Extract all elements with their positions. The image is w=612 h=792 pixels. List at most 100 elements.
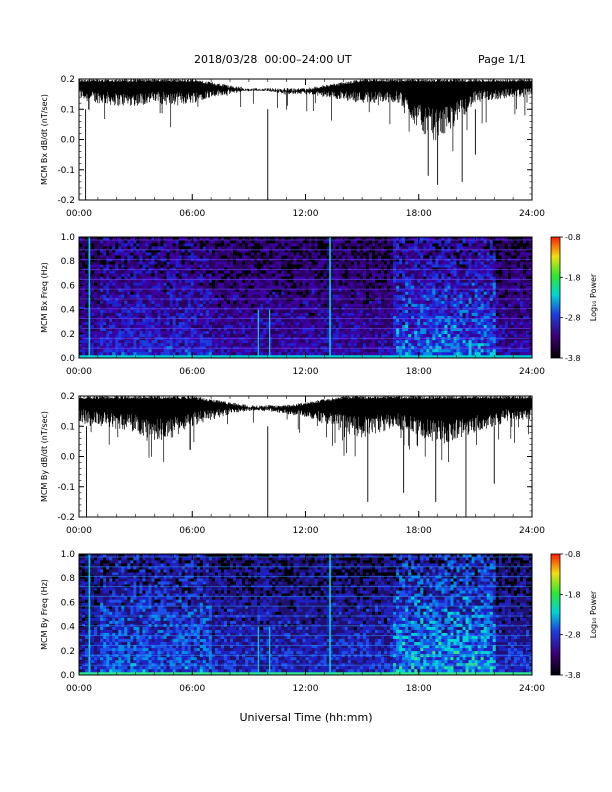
spectrogram-cell: [284, 270, 288, 274]
spectrogram-cell: [384, 342, 388, 347]
spectrogram-cell: [432, 318, 436, 322]
spectrogram-cell: [365, 315, 370, 319]
spectrogram-cell: [287, 324, 291, 329]
spectrogram-cell: [236, 294, 240, 298]
spectrogram-cell: [359, 315, 364, 319]
spectrogram-cell: [281, 351, 285, 356]
spectrogram-cell: [405, 240, 409, 244]
spectrogram-cell: [94, 282, 98, 286]
spectrogram-cell: [248, 246, 252, 250]
spectrogram-cell: [320, 318, 324, 322]
spectrogram-cell: [305, 309, 309, 313]
spectrogram-cell: [441, 303, 445, 307]
spectrogram-cell: [233, 285, 237, 289]
spectrogram-cell: [299, 279, 303, 283]
spectrogram-cell: [353, 276, 358, 280]
spectrogram-cell: [423, 276, 427, 280]
spectrogram-cell: [148, 330, 152, 335]
spectrogram-cell: [248, 273, 252, 277]
spectrogram-cell: [118, 312, 122, 316]
spectrogram-cell: [344, 321, 349, 326]
spectrogram-cell: [347, 237, 352, 241]
spectrogram-cell: [257, 246, 261, 250]
spectrogram-cell: [184, 285, 189, 289]
spectrogram-cell: [148, 300, 152, 304]
spectrogram-cell: [441, 288, 445, 292]
spectrogram-cell: [166, 291, 170, 295]
spectrogram-cell: [317, 309, 321, 313]
spectrogram-cell: [365, 255, 370, 259]
spectrogram-cell: [302, 300, 306, 304]
spectrogram-cell: [341, 339, 346, 344]
spectrogram-cell: [320, 306, 324, 310]
spectrogram-cell: [417, 282, 421, 286]
spectrogram-cell: [79, 252, 83, 256]
spectrogram-cell: [296, 306, 300, 310]
spectrogram-cell: [193, 318, 198, 322]
spectrogram-cell: [323, 255, 327, 259]
spectrogram-cell: [139, 300, 143, 304]
spectrogram-cell: [130, 342, 134, 347]
spectrogram-cell: [196, 252, 201, 256]
spectrogram-cell: [414, 243, 418, 247]
spectrogram-cell: [245, 270, 249, 274]
spectrogram-cell: [151, 315, 155, 319]
spectrogram-cell: [323, 303, 327, 307]
spectrogram-cell: [374, 327, 379, 332]
spectrogram-cell: [223, 303, 228, 307]
spectrogram-cell: [402, 291, 406, 295]
spectrogram-cell: [151, 348, 155, 353]
spectrogram-cell: [151, 333, 155, 338]
spectrogram-cell: [236, 339, 240, 344]
spectrogram-cell: [362, 243, 367, 247]
spectrogram-cell: [233, 279, 237, 283]
spectrogram-cell: [387, 240, 391, 244]
spectrogram-cell: [332, 327, 336, 332]
spectrogram-cell: [214, 327, 219, 332]
spectrogram-cell: [106, 285, 110, 289]
spectrogram-cell: [329, 300, 333, 304]
spectrogram-cell: [381, 351, 385, 356]
spectrogram-cell: [356, 309, 361, 313]
spectrogram-cell: [284, 261, 288, 265]
spectrogram-cell: [175, 246, 179, 250]
spectrogram-cell: [245, 240, 249, 244]
spectrogram-cell: [202, 321, 207, 326]
spectrogram-cell: [411, 264, 415, 268]
spectrogram-cell: [438, 264, 442, 268]
spectrogram-cell: [405, 294, 409, 298]
spectrogram-cell: [163, 315, 167, 319]
spectrogram-cell: [82, 348, 86, 353]
spectrogram-cell: [302, 345, 306, 350]
spectrogram-cell: [184, 264, 189, 268]
spectrogram-cell: [269, 303, 273, 307]
spectrogram-cell: [211, 285, 216, 289]
spectrogram-cell: [396, 276, 400, 280]
spectrogram-cell: [371, 303, 376, 307]
spectrogram-cell: [112, 351, 116, 356]
spectrogram-cell: [103, 237, 107, 241]
spectrogram-cell: [130, 318, 134, 322]
spectrogram-cell: [251, 318, 255, 322]
spectrogram-cell: [411, 345, 415, 350]
spectrogram-cell: [97, 264, 101, 268]
spectrogram-cell: [368, 285, 373, 289]
spectrogram-cell: [323, 351, 327, 356]
spectrogram-cell: [112, 294, 116, 298]
spectrogram-cell: [124, 240, 128, 244]
spectrogram-cell: [230, 276, 234, 280]
spectrogram-cell: [263, 345, 267, 350]
spectrogram-cell: [100, 252, 104, 256]
spectrogram-cell: [438, 309, 442, 313]
spectrogram-cell: [347, 252, 352, 256]
spectrogram-cell: [233, 249, 237, 253]
spectrogram-cell: [251, 261, 255, 265]
spectrogram-cell: [278, 330, 282, 335]
spectrogram-cell: [390, 348, 394, 353]
spectrogram-cell: [139, 321, 143, 326]
spectrogram-cell: [314, 351, 318, 356]
spectrogram-cell: [329, 249, 333, 253]
spectrogram-cell: [257, 276, 261, 280]
spectrogram-cell: [402, 306, 406, 310]
spectrogram-cell: [187, 327, 192, 332]
